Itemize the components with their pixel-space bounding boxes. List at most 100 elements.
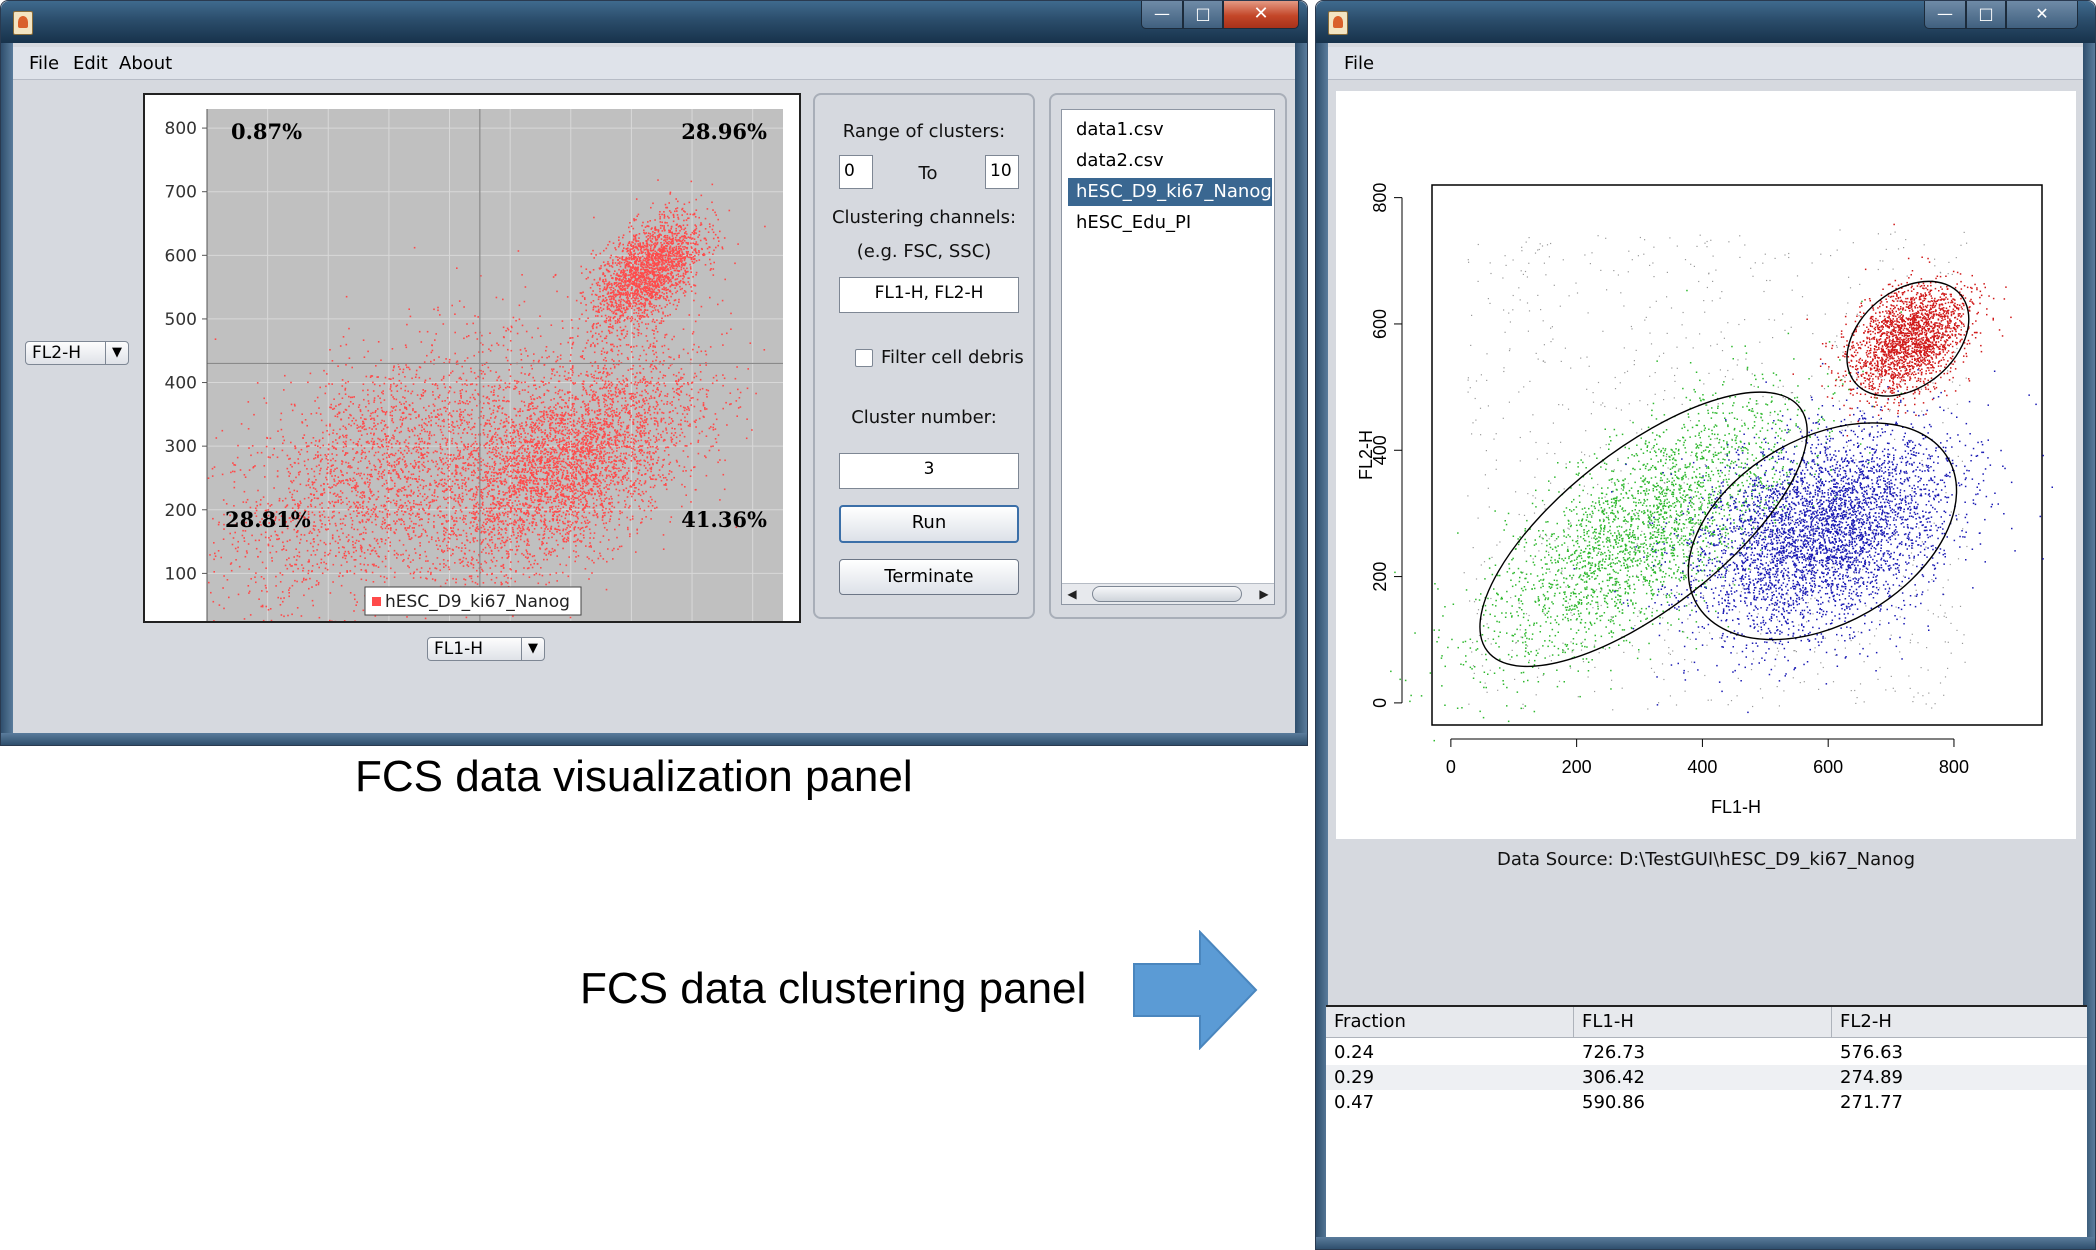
data-point bbox=[451, 472, 454, 475]
data-point bbox=[585, 457, 587, 460]
data-point bbox=[426, 430, 429, 433]
data-point bbox=[319, 446, 322, 449]
data-point bbox=[297, 505, 299, 507]
data-point bbox=[581, 394, 584, 397]
data-point bbox=[308, 559, 310, 561]
data-point bbox=[604, 424, 606, 426]
scatter-plot[interactable]: 0100200300400500600700800900010020030040… bbox=[145, 95, 799, 666]
data-point bbox=[563, 466, 565, 468]
data-point bbox=[412, 466, 415, 469]
data-point bbox=[537, 533, 539, 536]
data-point bbox=[681, 385, 683, 387]
data-point bbox=[591, 394, 594, 397]
data-point bbox=[508, 522, 511, 525]
data-point bbox=[318, 439, 321, 441]
data-point bbox=[230, 569, 233, 572]
data-point bbox=[384, 433, 387, 436]
data-point bbox=[297, 471, 300, 474]
data-point bbox=[350, 505, 352, 508]
data-point bbox=[428, 415, 430, 417]
minimize-button[interactable]: — bbox=[1141, 1, 1183, 29]
data-point bbox=[611, 343, 613, 346]
data-point bbox=[544, 448, 546, 450]
data-point bbox=[589, 441, 591, 444]
data-point bbox=[502, 563, 505, 566]
data-point bbox=[520, 441, 522, 444]
data-point bbox=[556, 477, 558, 479]
data-point bbox=[410, 508, 413, 511]
data-point bbox=[504, 480, 507, 483]
y-channel-select[interactable]: FL2-H ▼ bbox=[25, 341, 129, 365]
data-point bbox=[552, 276, 555, 278]
data-point bbox=[428, 434, 430, 437]
data-point bbox=[371, 571, 374, 574]
data-point bbox=[551, 470, 553, 473]
data-point bbox=[417, 481, 419, 483]
data-point bbox=[439, 457, 441, 459]
data-point bbox=[453, 475, 456, 478]
data-point bbox=[286, 504, 289, 506]
data-point bbox=[420, 437, 423, 440]
data-point bbox=[585, 504, 587, 506]
title-bar[interactable]: — □ ✕ bbox=[1, 1, 1307, 43]
data-point bbox=[539, 315, 541, 317]
data-point bbox=[595, 377, 598, 380]
data-point bbox=[588, 471, 591, 473]
data-point bbox=[563, 375, 566, 377]
data-point bbox=[721, 333, 723, 336]
data-point bbox=[212, 600, 215, 603]
data-point bbox=[599, 472, 602, 475]
data-point bbox=[662, 459, 664, 461]
data-point bbox=[351, 523, 354, 526]
data-point bbox=[638, 460, 641, 462]
data-point bbox=[409, 517, 411, 520]
menu-file[interactable]: File bbox=[29, 53, 60, 74]
data-point bbox=[341, 379, 344, 381]
data-point bbox=[550, 409, 552, 412]
data-point bbox=[384, 424, 387, 426]
data-point bbox=[524, 286, 527, 288]
data-point bbox=[402, 453, 404, 456]
data-point bbox=[515, 459, 518, 462]
menu-about[interactable]: About bbox=[119, 53, 173, 74]
data-point bbox=[424, 529, 426, 532]
data-point bbox=[533, 424, 535, 427]
data-point bbox=[378, 510, 381, 513]
data-point bbox=[554, 448, 556, 451]
data-point bbox=[344, 387, 347, 390]
data-point bbox=[656, 340, 658, 342]
data-point bbox=[349, 466, 351, 469]
data-point bbox=[337, 482, 340, 484]
data-point bbox=[558, 441, 560, 444]
data-point bbox=[402, 371, 404, 374]
data-point bbox=[504, 460, 506, 463]
data-point bbox=[526, 509, 528, 512]
data-point bbox=[559, 438, 561, 440]
data-point bbox=[318, 616, 321, 619]
data-point bbox=[726, 332, 728, 335]
data-point bbox=[327, 554, 329, 556]
data-point bbox=[473, 354, 475, 357]
data-point bbox=[303, 434, 306, 436]
data-point bbox=[457, 497, 459, 500]
data-point bbox=[361, 514, 364, 517]
data-point bbox=[381, 560, 384, 563]
maximize-button[interactable]: □ bbox=[1183, 1, 1223, 29]
data-point bbox=[310, 442, 313, 444]
data-point bbox=[516, 332, 519, 335]
data-point bbox=[535, 407, 538, 410]
data-point bbox=[539, 397, 542, 399]
data-point bbox=[291, 565, 293, 567]
data-point bbox=[684, 407, 686, 409]
data-point bbox=[424, 379, 427, 382]
data-point bbox=[402, 368, 405, 371]
data-point bbox=[344, 426, 347, 429]
data-point bbox=[549, 488, 551, 491]
data-point bbox=[435, 499, 438, 502]
data-point bbox=[300, 533, 303, 536]
data-point bbox=[599, 418, 602, 421]
menu-edit[interactable]: Edit bbox=[73, 53, 108, 74]
close-button[interactable]: ✕ bbox=[1223, 1, 1299, 29]
data-point bbox=[509, 538, 511, 540]
data-point bbox=[368, 427, 371, 429]
